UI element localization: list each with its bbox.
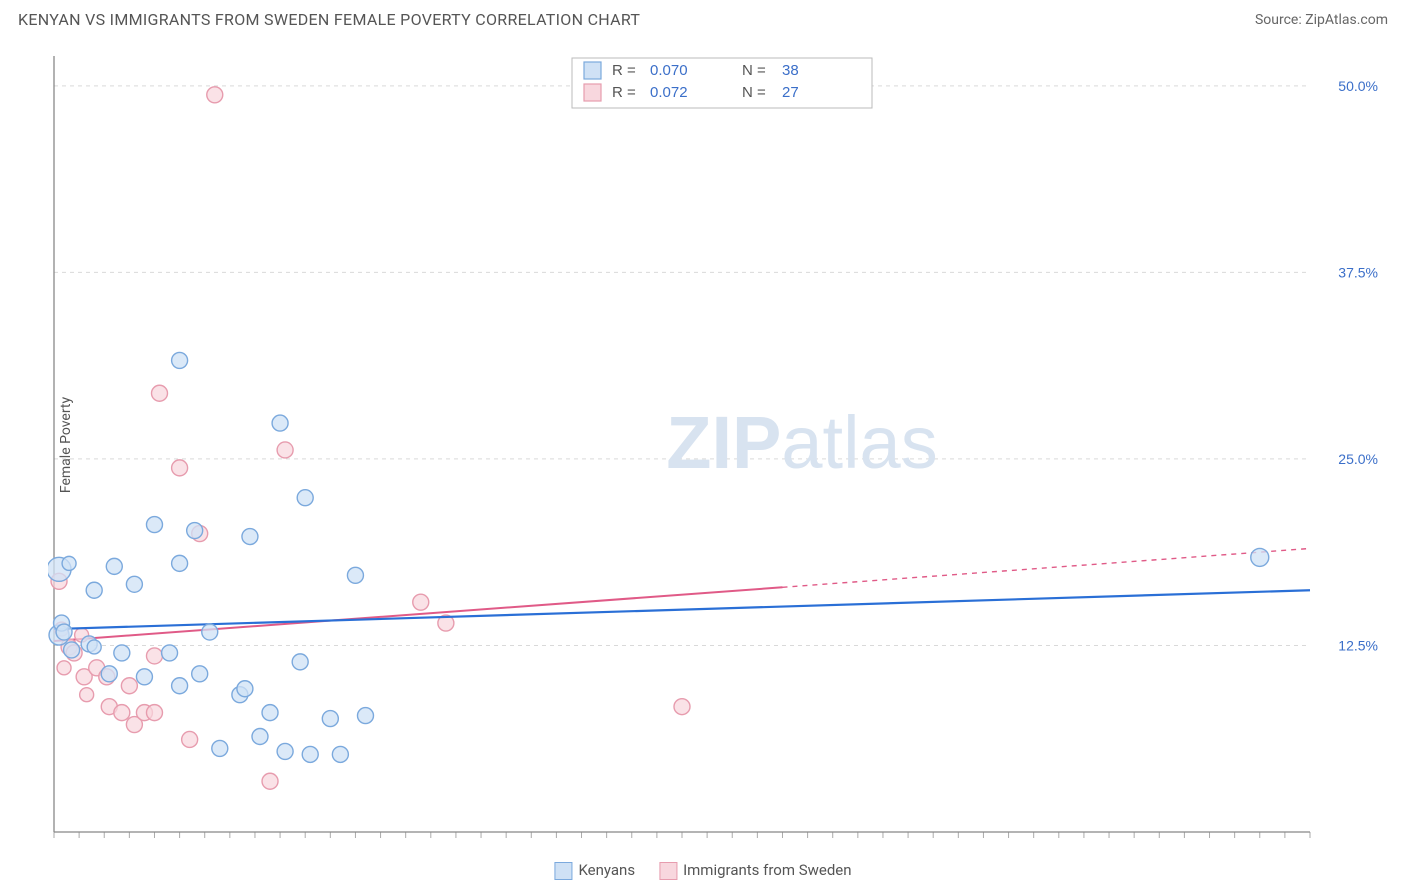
chart-header: KENYAN VS IMMIGRANTS FROM SWEDEN FEMALE … xyxy=(0,0,1406,37)
svg-text:0.070: 0.070 xyxy=(650,62,688,79)
svg-text:R =: R = xyxy=(612,62,636,79)
legend-swatch-icon xyxy=(554,862,572,880)
legend-item-kenyans: Kenyans xyxy=(554,861,635,880)
scatter-plot: 12.5%25.0%37.5%50.0%0.0%25.0%ZIPatlasR =… xyxy=(48,48,1388,842)
legend-item-immigrants: Immigrants from Sweden xyxy=(659,861,851,880)
svg-text:37.5%: 37.5% xyxy=(1338,264,1378,280)
svg-text:38: 38 xyxy=(782,62,799,79)
source-name: ZipAtlas.com xyxy=(1305,12,1388,28)
svg-text:27: 27 xyxy=(782,84,799,101)
svg-text:ZIPatlas: ZIPatlas xyxy=(666,401,937,484)
legend-label: Immigrants from Sweden xyxy=(683,861,851,879)
legend-swatch-icon xyxy=(659,862,677,880)
svg-text:12.5%: 12.5% xyxy=(1338,637,1378,653)
chart-area: Female Poverty 12.5%25.0%37.5%50.0%0.0%2… xyxy=(48,48,1388,842)
svg-text:N =: N = xyxy=(742,62,766,79)
svg-text:25.0%: 25.0% xyxy=(1338,451,1378,467)
chart-source: Source: ZipAtlas.com xyxy=(1255,12,1388,28)
chart-title: KENYAN VS IMMIGRANTS FROM SWEDEN FEMALE … xyxy=(18,10,640,29)
source-label: Source: xyxy=(1255,12,1305,28)
svg-text:50.0%: 50.0% xyxy=(1338,78,1378,94)
svg-text:N =: N = xyxy=(742,84,766,101)
legend: Kenyans Immigrants from Sweden xyxy=(554,861,851,880)
svg-text:R =: R = xyxy=(612,84,636,101)
svg-text:0.072: 0.072 xyxy=(650,84,688,101)
legend-label: Kenyans xyxy=(578,861,635,879)
